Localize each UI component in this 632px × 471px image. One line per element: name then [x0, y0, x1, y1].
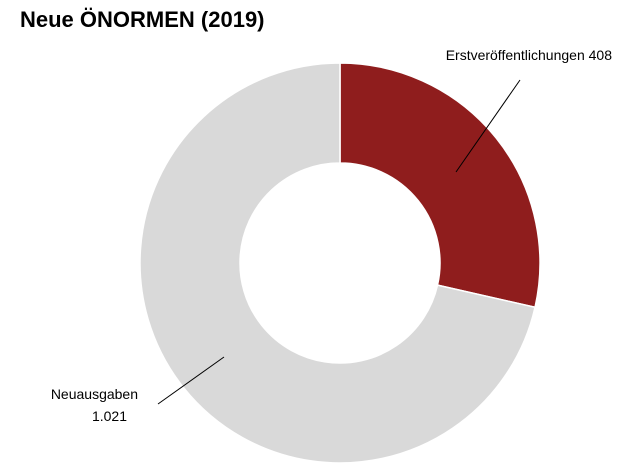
donut-slice-erstveroeffentlichungen [339, 62, 541, 309]
data-label-neuausgaben-value: 1.021 [92, 408, 127, 424]
leader-line-erstveroeffentlichungen [455, 79, 521, 173]
leader-line-neuausgaben [157, 356, 225, 405]
donut-slices [139, 62, 541, 464]
donut-slice-neuausgaben [139, 62, 536, 464]
data-label-erstveroeffentlichungen: Erstveröffentlichungen 408 [446, 47, 613, 63]
data-label-neuausgaben-name: Neuausgaben [51, 386, 138, 402]
chart-title: Neue ÖNORMEN (2019) [20, 7, 265, 32]
